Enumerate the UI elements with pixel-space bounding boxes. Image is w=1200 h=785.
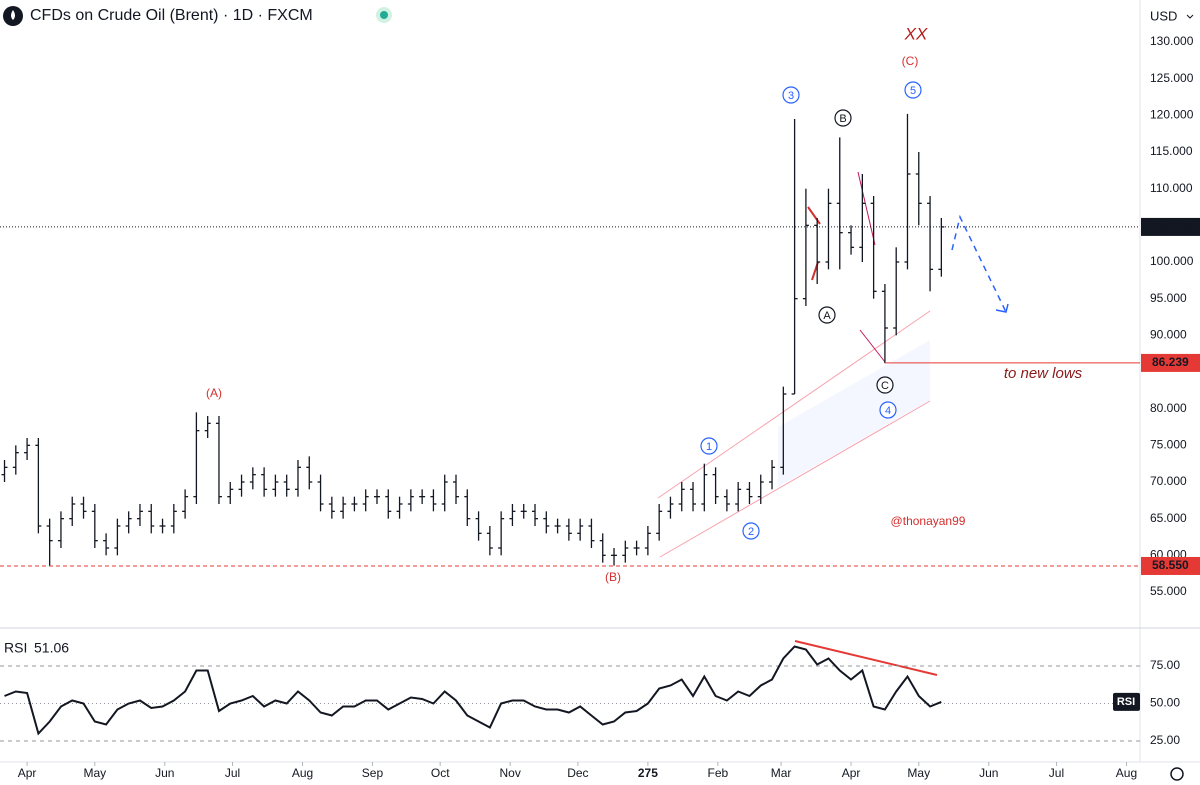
currency-button[interactable] bbox=[1141, 0, 1200, 32]
x-tick-label: Aug bbox=[292, 766, 313, 780]
wave-label: C bbox=[881, 380, 889, 392]
x-tick-label: Oct bbox=[431, 766, 450, 780]
wave-label-circle bbox=[700, 437, 718, 455]
x-tick-label: Mar bbox=[771, 766, 792, 780]
y-tick-label: 90.000 bbox=[1150, 328, 1187, 342]
y-tick-label: 120.000 bbox=[1150, 108, 1194, 122]
y-tick-label: 55.000 bbox=[1150, 584, 1187, 598]
y-tick-label: 115.000 bbox=[1150, 144, 1193, 158]
wave-label-circle bbox=[904, 81, 922, 99]
y-tick-label: 110.000 bbox=[1150, 181, 1193, 195]
channel-fill bbox=[778, 340, 930, 487]
chart-title[interactable]: CFDs on Crude Oil (Brent) · 1D · FXCM bbox=[30, 7, 313, 24]
wave-label: A bbox=[823, 310, 831, 322]
y-tick-label: 130.000 bbox=[1150, 34, 1194, 48]
y-tick-label: 75.000 bbox=[1150, 438, 1187, 452]
x-tick-label: Nov bbox=[500, 766, 521, 780]
y-tick-label: 100.000 bbox=[1150, 254, 1194, 268]
rsi-divergence-line bbox=[794, 640, 938, 676]
y-tick-label: 65.000 bbox=[1150, 511, 1187, 525]
channel-lower bbox=[659, 400, 931, 558]
x-tick-label: Dec bbox=[567, 766, 588, 780]
x-tick-label: Sep bbox=[362, 766, 384, 780]
x-tick-label: Feb bbox=[708, 766, 729, 780]
x-tick-label: Jul bbox=[1049, 766, 1064, 780]
x-tick-label: 275 bbox=[638, 766, 658, 780]
support-level-tag bbox=[1141, 353, 1200, 372]
projection-path bbox=[951, 214, 1007, 313]
wave-label: 1 bbox=[706, 441, 712, 453]
wave-label: to new lows bbox=[1004, 365, 1083, 382]
x-tick-label: Jun bbox=[979, 766, 998, 780]
wave-label: XX bbox=[904, 24, 928, 43]
wave-label: 5 bbox=[910, 85, 916, 97]
wave-label: (A) bbox=[206, 386, 222, 400]
x-tick-label: Jul bbox=[225, 766, 240, 780]
wave-label-circle bbox=[879, 401, 897, 419]
settings-icon[interactable] bbox=[1170, 767, 1184, 781]
y-tick-label: 125.000 bbox=[1150, 71, 1194, 85]
symbol-icon-drop bbox=[11, 10, 15, 20]
y-tick-label: 25.00 bbox=[1150, 733, 1180, 747]
rsi-line bbox=[4, 645, 942, 736]
y-tick-label: 70.000 bbox=[1150, 474, 1187, 488]
y-tick-label: 80.000 bbox=[1150, 401, 1187, 415]
y-tick-label: 50.00 bbox=[1150, 696, 1180, 710]
currency-label[interactable]: USD bbox=[1150, 8, 1177, 23]
indicator-name: RSI bbox=[4, 640, 27, 656]
indicator-tag bbox=[1113, 692, 1140, 711]
x-tick-label: Apr bbox=[18, 766, 37, 780]
wave-line bbox=[859, 329, 886, 363]
wave-label-circle bbox=[834, 109, 852, 127]
wave-label-circle bbox=[876, 376, 894, 394]
last-price-label: 104.784 bbox=[1152, 219, 1196, 233]
wave-label-circle bbox=[782, 86, 800, 104]
wave-label-circle bbox=[742, 522, 760, 540]
indicator-tag-label: RSI bbox=[1117, 696, 1135, 708]
low-level-tag bbox=[1141, 556, 1200, 575]
x-tick-label: May bbox=[83, 766, 106, 780]
wave-line bbox=[857, 171, 876, 246]
wave-label: 4 bbox=[885, 405, 891, 417]
wave-label-circle bbox=[818, 306, 836, 324]
market-status-dot bbox=[380, 11, 388, 19]
wave-label: @thonayan99 bbox=[891, 514, 966, 528]
projection-arrow bbox=[995, 303, 1009, 313]
last-price-tag bbox=[1141, 217, 1200, 236]
wave-label: (C) bbox=[902, 54, 919, 68]
indicator-value: 51.06 bbox=[34, 640, 69, 656]
x-tick-label: May bbox=[907, 766, 930, 780]
y-tick-label: 95.000 bbox=[1150, 291, 1187, 305]
support-level-label: 86.239 bbox=[1152, 355, 1189, 369]
wave-label: (B) bbox=[605, 570, 621, 584]
wave-label: 3 bbox=[788, 90, 794, 102]
wave-line bbox=[807, 206, 821, 225]
y-tick-label: 75.00 bbox=[1150, 658, 1180, 672]
currency-caret bbox=[1186, 14, 1194, 19]
x-tick-label: Aug bbox=[1116, 766, 1137, 780]
low-level-label: 58.550 bbox=[1152, 558, 1189, 572]
x-tick-label: Jun bbox=[155, 766, 174, 780]
wave-label: 2 bbox=[748, 526, 754, 538]
x-tick-label: Apr bbox=[842, 766, 861, 780]
wave-label: B bbox=[839, 113, 846, 125]
